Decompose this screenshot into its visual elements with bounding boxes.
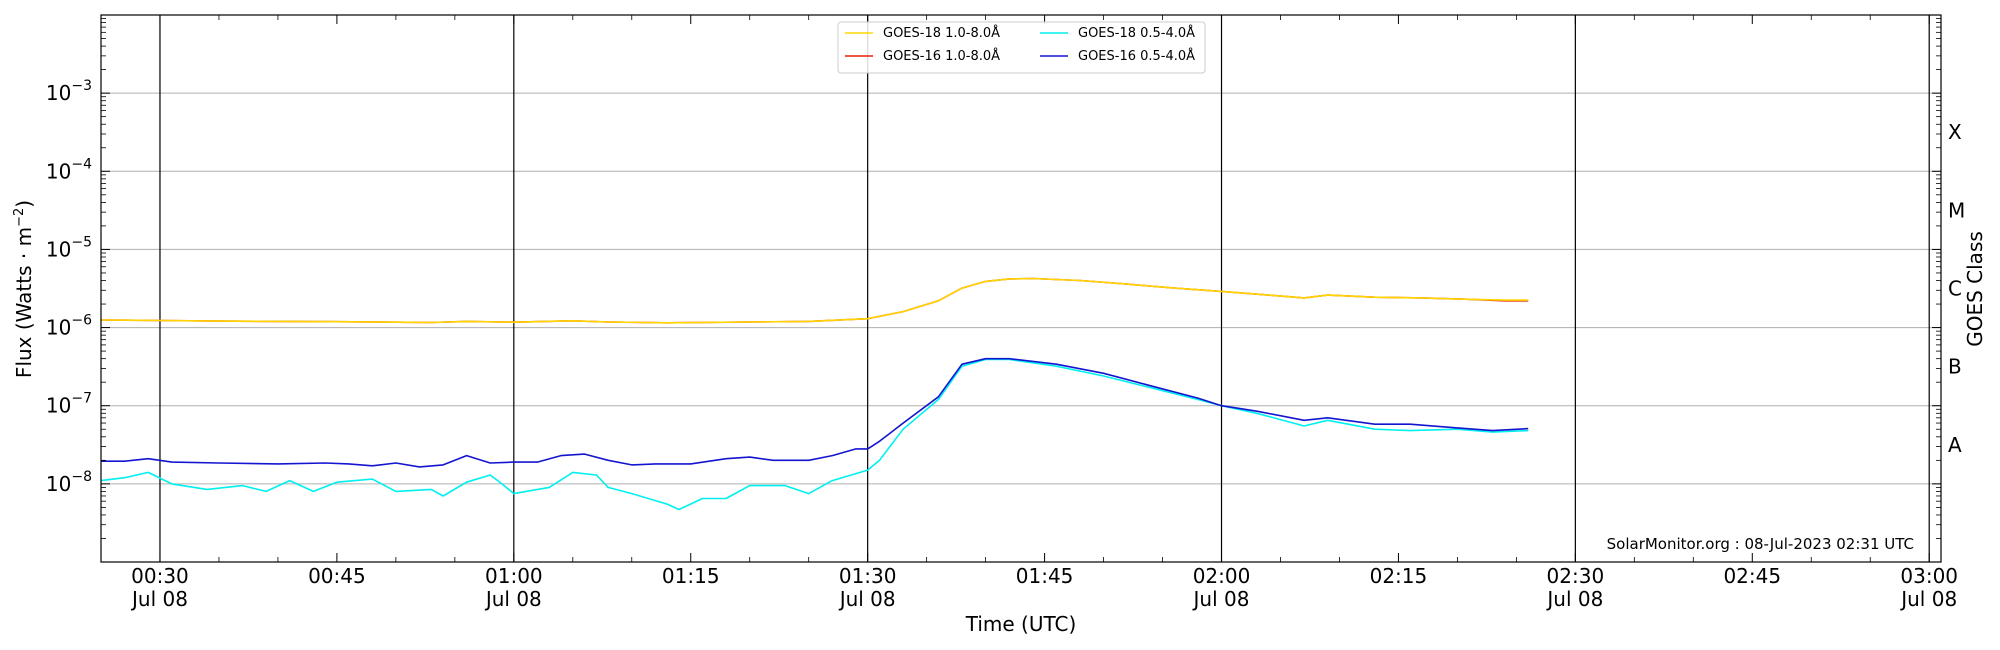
y-tick-base: 10: [46, 159, 71, 183]
legend-entry-label: GOES-16 1.0-8.0Å: [883, 48, 1000, 64]
series-line: [100, 358, 1529, 511]
x-tick-label-time: 02:30: [1547, 564, 1605, 588]
x-tick-label-date: Jul 08: [484, 587, 542, 611]
goes-class-label: B: [1948, 355, 1962, 379]
x-tick-label-date: Jul 08: [1192, 587, 1250, 611]
y-tick-label: 10−4: [46, 156, 92, 183]
series-line: [100, 277, 1529, 324]
y-axis-title-exponent: −2: [12, 208, 27, 227]
x-tick-label-time: 02:45: [1723, 564, 1781, 588]
x-tick-label-time: 01:15: [662, 564, 720, 588]
x-tick-label-date: Jul 08: [838, 587, 896, 611]
y-tick-label: 10−8: [46, 469, 92, 496]
credit-label: SolarMonitor.org : 08-Jul-2023 02:31 UTC: [1607, 535, 1914, 553]
x-tick-label-time: 01:45: [1016, 564, 1074, 588]
x-tick-label-time: 00:30: [131, 564, 189, 588]
legend-entry-label: GOES-18 0.5-4.0Å: [1078, 25, 1195, 41]
x-axis-title: Time (UTC): [965, 612, 1077, 636]
x-tick-label-date: Jul 08: [1899, 587, 1957, 611]
legend-entry-label: GOES-18 1.0-8.0Å: [883, 25, 1000, 41]
x-tick-label-time: 02:00: [1193, 564, 1251, 588]
y-tick-exponent: −5: [71, 234, 92, 250]
y-tick-label: 10−7: [46, 391, 92, 418]
goes-class-label: C: [1948, 277, 1962, 301]
series-lines: [100, 277, 1529, 511]
y-axis-title-close: ): [12, 200, 36, 208]
legend-box: [837, 21, 1206, 74]
plot-frame: [100, 14, 1942, 563]
series-line: [100, 277, 1529, 324]
goes-class-label: A: [1948, 433, 1962, 457]
goes-class-label: M: [1948, 198, 1965, 222]
y-tick-base: 10: [46, 81, 71, 105]
y-tick-exponent: −4: [71, 156, 92, 172]
x-tick-label-time: 03:00: [1900, 564, 1958, 588]
goes-class-axis-title: GOES Class: [1963, 231, 1987, 347]
x-tick-label-time: 01:00: [485, 564, 543, 588]
y-tick-label: 10−5: [46, 234, 92, 261]
y-tick-label: 10−6: [46, 313, 92, 340]
x-tick-label-time: 00:45: [308, 564, 366, 588]
x-tick-label-time: 02:15: [1370, 564, 1428, 588]
goes-class-label: X: [1948, 120, 1962, 144]
x-tick-label-date: Jul 08: [130, 587, 188, 611]
y-axis-title: Flux (Watts · m−2): [12, 200, 36, 378]
y-tick-exponent: −7: [71, 391, 92, 407]
y-tick-base: 10: [46, 394, 71, 418]
x-tick-label-date: Jul 08: [1545, 587, 1603, 611]
legend-entry-label: GOES-16 0.5-4.0Å: [1078, 48, 1195, 64]
y-tick-exponent: −6: [71, 313, 92, 329]
gridlines: [101, 92, 1941, 485]
y-tick-base: 10: [46, 472, 71, 496]
legend: GOES-18 1.0-8.0Å GOES-18 0.5-4.0Å GOES-16 …: [837, 21, 1206, 74]
y-tick-exponent: −3: [71, 78, 92, 94]
y-tick-base: 10: [46, 237, 71, 261]
day-separator-lines: [159, 15, 1930, 562]
axis-ticks: [100, 15, 1941, 562]
y-axis-title-main: Flux (Watts · m: [12, 227, 36, 378]
y-tick-label: 10−3: [46, 78, 92, 105]
x-tick-label-time: 01:30: [839, 564, 897, 588]
y-tick-base: 10: [46, 316, 71, 340]
series-line: [101, 357, 1529, 468]
y-tick-exponent: −8: [71, 469, 92, 485]
